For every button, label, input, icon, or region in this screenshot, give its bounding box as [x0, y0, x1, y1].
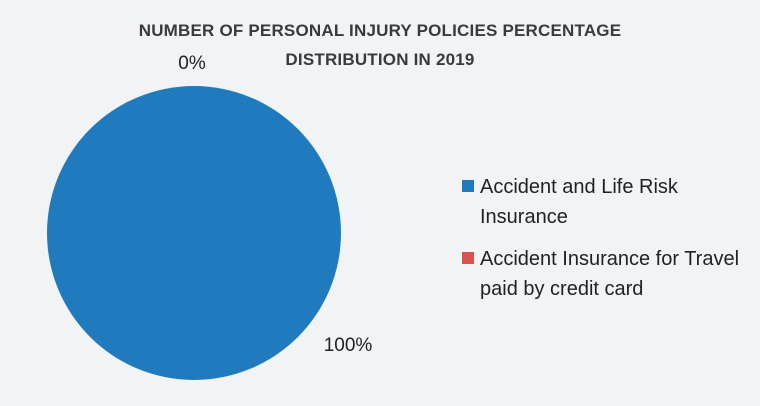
- chart-legend: Accident and Life Risk Insurance Acciden…: [462, 172, 752, 316]
- legend-item-travel-credit-card: Accident Insurance for Travel paid by cr…: [462, 244, 752, 304]
- data-label-1: 100%: [324, 335, 373, 356]
- pie-slice-1: [47, 86, 341, 380]
- chart-title: NUMBER OF PERSONAL INJURY POLICIES PERCE…: [138, 21, 622, 69]
- legend-label-travel-credit-card: Accident Insurance for Travel paid by cr…: [480, 248, 740, 300]
- legend-label-accident-life: Accident and Life Risk Insurance: [480, 176, 678, 228]
- legend-item-accident-life: Accident and Life Risk Insurance: [462, 172, 752, 232]
- legend-swatch-travel-credit-card: [462, 252, 474, 264]
- data-label-2: 0%: [178, 53, 206, 74]
- legend-swatch-accident-life: [462, 180, 474, 192]
